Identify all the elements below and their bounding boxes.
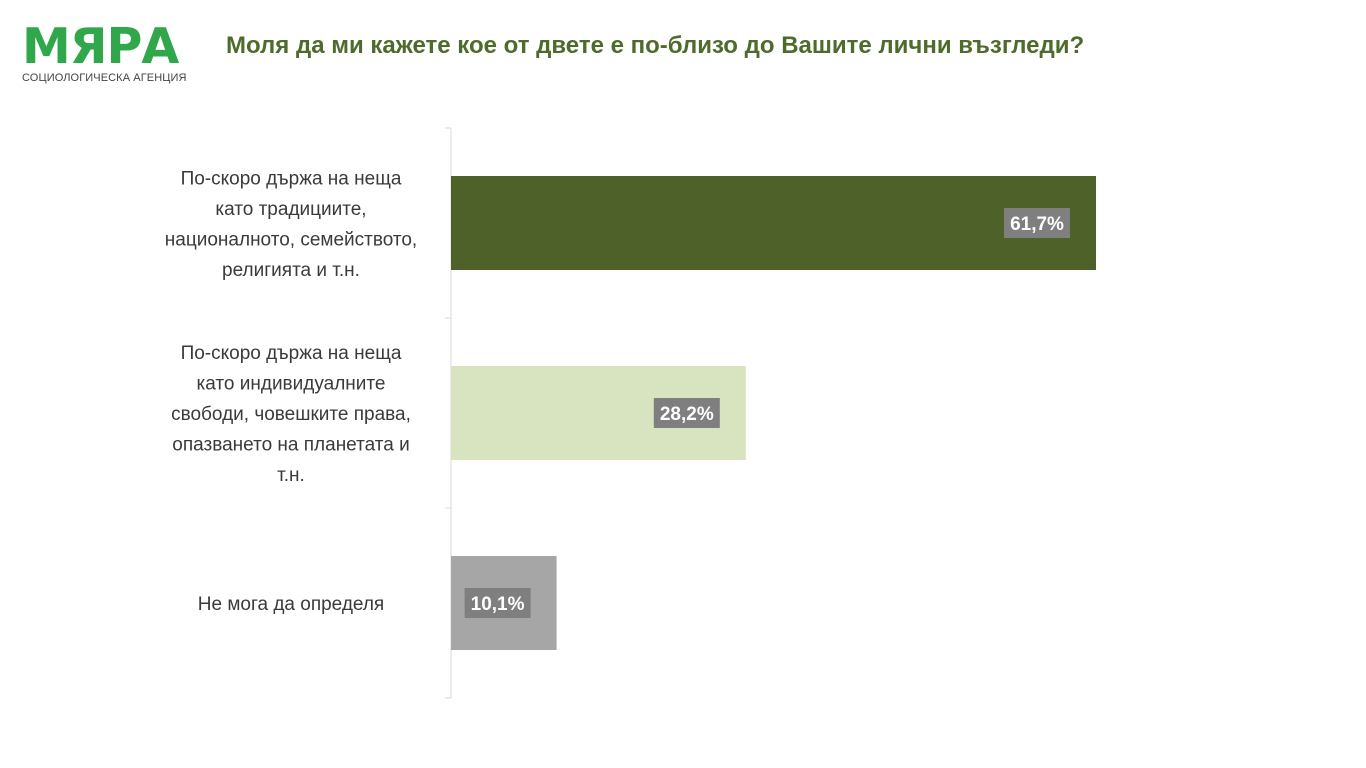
page-title: Моля да ми кажете кое от двете е по-близ… [226, 32, 1085, 59]
category-label-line: националното, семейството, [165, 229, 417, 250]
logo-wordmark: МЯРА [22, 18, 179, 75]
data-label-box [653, 398, 720, 428]
category-label: По-скоро държа на неща като индивидуалнит… [171, 343, 411, 486]
logo-tagline: СОЦИОЛОГИЧЕСКА АГЕНЦИЯ [22, 72, 187, 84]
data-label: 10,1% [471, 594, 525, 615]
data-label: 61,7% [1010, 214, 1064, 235]
category-label-line: религията и т.н. [222, 260, 360, 281]
bar [451, 176, 1096, 270]
category-label-line: като индивидуалните [197, 374, 386, 395]
category-label-line: По-скоро държа на неща [181, 168, 402, 189]
category-label-line: като традициите, [215, 199, 366, 220]
data-label-box [1004, 208, 1070, 238]
data-label-box [464, 588, 531, 618]
agency-logo: МЯРА СОЦИОЛОГИЧЕСКА АГЕНЦИЯ [22, 18, 197, 85]
category-label-line: По-скоро държа на неща [181, 343, 402, 364]
category-label-line: опазването на планетата и [172, 435, 409, 456]
category-label-line: т.н. [277, 465, 305, 486]
category-label-line: свободи, човешките права, [171, 404, 411, 425]
category-label: По-скоро държа на неща като традициите, на… [165, 168, 417, 281]
category-label: Не мога да определя [198, 594, 384, 615]
data-label: 28,2% [660, 404, 714, 425]
category-label-line: Не мога да определя [198, 594, 384, 615]
